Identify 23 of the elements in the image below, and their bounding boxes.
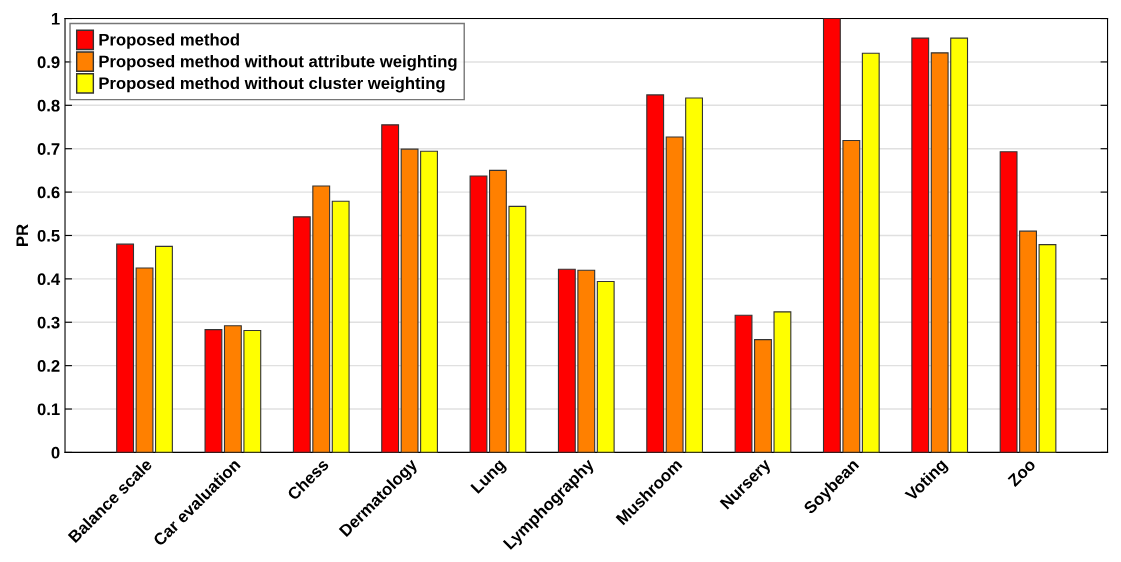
bar xyxy=(381,124,400,453)
y-tick-label: 0.9 xyxy=(37,56,60,69)
bar xyxy=(204,329,223,453)
bar xyxy=(596,280,615,453)
y-tick-label: 0.2 xyxy=(37,360,60,372)
y-tick-label: 0.7 xyxy=(37,143,60,155)
bar xyxy=(331,200,350,453)
legend-label: Proposed method without attribute weighting xyxy=(99,55,457,71)
y-axis-title: PR xyxy=(16,224,28,246)
legend-label: Proposed method without cluster weighting xyxy=(99,76,445,93)
y-tick-label: 0.6 xyxy=(37,186,60,199)
y-tick-label: 0.8 xyxy=(37,99,60,112)
bar xyxy=(646,94,665,453)
legend-label: Proposed method xyxy=(99,33,239,49)
y-tick-label: 0.1 xyxy=(37,403,60,416)
y-tick-label: 0 xyxy=(51,446,60,459)
y-tick-label: 0.3 xyxy=(37,316,60,329)
x-tick-label: Zoo xyxy=(1007,458,1037,488)
y-tick-label: 1 xyxy=(51,13,60,25)
bar xyxy=(911,37,930,453)
y-tick-label: 0.5 xyxy=(37,229,60,242)
y-tick-label: 0.4 xyxy=(37,273,61,286)
bar xyxy=(861,52,880,453)
